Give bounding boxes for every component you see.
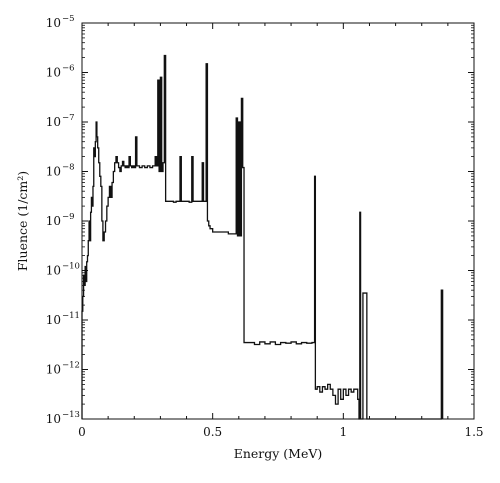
y-tick-label: 10 — [46, 264, 61, 278]
x-tick-label: 1 — [340, 425, 348, 439]
y-tick-label: 10 — [46, 214, 61, 228]
y-tick-label: 10 — [46, 313, 61, 327]
y-tick-exponent: −6 — [62, 64, 75, 74]
spectrum-line — [81, 54, 444, 420]
y-tick-exponent: −11 — [62, 311, 80, 321]
x-axis-ticks: 0 0.5 1 1.5 — [78, 23, 484, 439]
y-tick-exponent: −12 — [62, 361, 80, 371]
y-tick-label: 10 — [46, 16, 61, 30]
y-tick-exponent: −9 — [62, 212, 75, 222]
x-tick-label: 0 — [78, 425, 86, 439]
x-axis-label: Energy (MeV) — [234, 446, 323, 461]
y-tick-label: 10 — [46, 363, 61, 377]
y-tick-exponent: −8 — [62, 163, 75, 173]
series-layer — [81, 54, 444, 420]
y-tick-label: 10 — [46, 66, 61, 80]
y-tick-exponent: −5 — [62, 14, 75, 24]
y-tick-exponent: −13 — [62, 410, 80, 420]
y-tick-label: 10 — [46, 165, 61, 179]
y-tick-label: 10 — [46, 115, 61, 129]
y-tick-label: 10 — [46, 412, 61, 426]
y-axis-label: Fluence (1/cm²) — [15, 171, 30, 271]
y-tick-exponent: −7 — [62, 113, 75, 123]
y-tick-exponent: −10 — [62, 262, 80, 272]
x-tick-label: 1.5 — [464, 425, 483, 439]
x-tick-label: 0.5 — [203, 425, 222, 439]
